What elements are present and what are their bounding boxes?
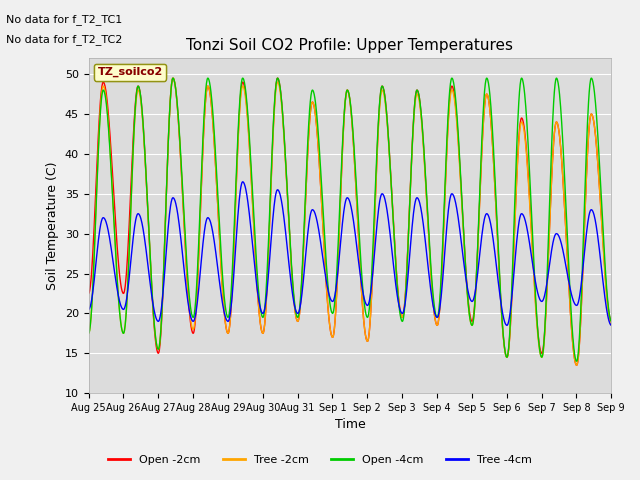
- Tree -2cm: [95, 130, 103, 135]
- Tree -4cm: [239, 179, 246, 185]
- Tree -4cm: [371, 255, 378, 261]
- Tree -2cm: [607, 322, 614, 328]
- Tree -2cm: [185, 297, 193, 302]
- Tree -2cm: [169, 75, 177, 81]
- Tree -4cm: [95, 232, 103, 238]
- Open -2cm: [607, 318, 614, 324]
- Line: Tree -4cm: Tree -4cm: [88, 182, 640, 325]
- Line: Tree -2cm: Tree -2cm: [88, 78, 640, 365]
- Legend: Open -2cm, Tree -2cm, Open -4cm, Tree -4cm: Open -2cm, Tree -2cm, Open -4cm, Tree -4…: [104, 451, 536, 469]
- Open -4cm: [337, 174, 345, 180]
- Text: No data for f_T2_TC1: No data for f_T2_TC1: [6, 14, 123, 25]
- Tree -2cm: [84, 330, 92, 336]
- Tree -2cm: [371, 231, 378, 237]
- Open -4cm: [469, 319, 477, 325]
- Tree -4cm: [84, 307, 92, 312]
- Open -4cm: [185, 286, 193, 292]
- Title: Tonzi Soil CO2 Profile: Upper Temperatures: Tonzi Soil CO2 Profile: Upper Temperatur…: [186, 38, 513, 53]
- Line: Open -2cm: Open -2cm: [88, 78, 640, 365]
- Tree -4cm: [469, 298, 477, 303]
- Open -2cm: [95, 119, 103, 125]
- Open -2cm: [469, 316, 477, 322]
- Tree -4cm: [184, 301, 192, 307]
- Open -4cm: [95, 133, 103, 139]
- Text: No data for f_T2_TC2: No data for f_T2_TC2: [6, 34, 123, 45]
- Open -2cm: [185, 300, 193, 306]
- Tree -4cm: [337, 235, 345, 241]
- Tree -2cm: [469, 320, 477, 325]
- Open -4cm: [573, 359, 580, 364]
- Legend: TZ_soilco2: TZ_soilco2: [94, 64, 166, 81]
- Open -4cm: [607, 318, 614, 324]
- Open -2cm: [169, 75, 177, 81]
- Open -4cm: [371, 216, 378, 222]
- Tree -2cm: [573, 362, 580, 368]
- Y-axis label: Soil Temperature (C): Soil Temperature (C): [46, 161, 59, 290]
- Line: Open -4cm: Open -4cm: [88, 78, 640, 361]
- X-axis label: Time: Time: [335, 419, 365, 432]
- Tree -4cm: [503, 323, 511, 328]
- Tree -4cm: [607, 322, 614, 328]
- Open -4cm: [169, 75, 177, 81]
- Tree -2cm: [337, 183, 345, 189]
- Open -2cm: [573, 362, 580, 368]
- Open -4cm: [84, 330, 92, 336]
- Open -2cm: [84, 290, 92, 296]
- Open -2cm: [371, 230, 378, 236]
- Open -2cm: [337, 183, 345, 189]
